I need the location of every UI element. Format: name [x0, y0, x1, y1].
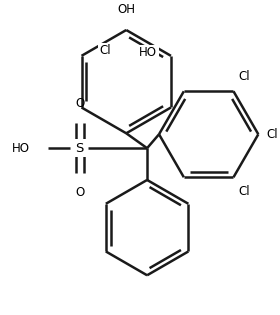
Text: HO: HO [12, 142, 30, 155]
Text: O: O [75, 186, 84, 199]
Text: O: O [75, 97, 84, 111]
Text: HO: HO [139, 46, 157, 59]
Text: S: S [75, 142, 84, 155]
Text: OH: OH [117, 3, 135, 16]
Text: Cl: Cl [99, 44, 111, 57]
Text: Cl: Cl [239, 185, 250, 198]
Text: Cl: Cl [239, 70, 250, 83]
Text: Cl: Cl [266, 128, 278, 141]
